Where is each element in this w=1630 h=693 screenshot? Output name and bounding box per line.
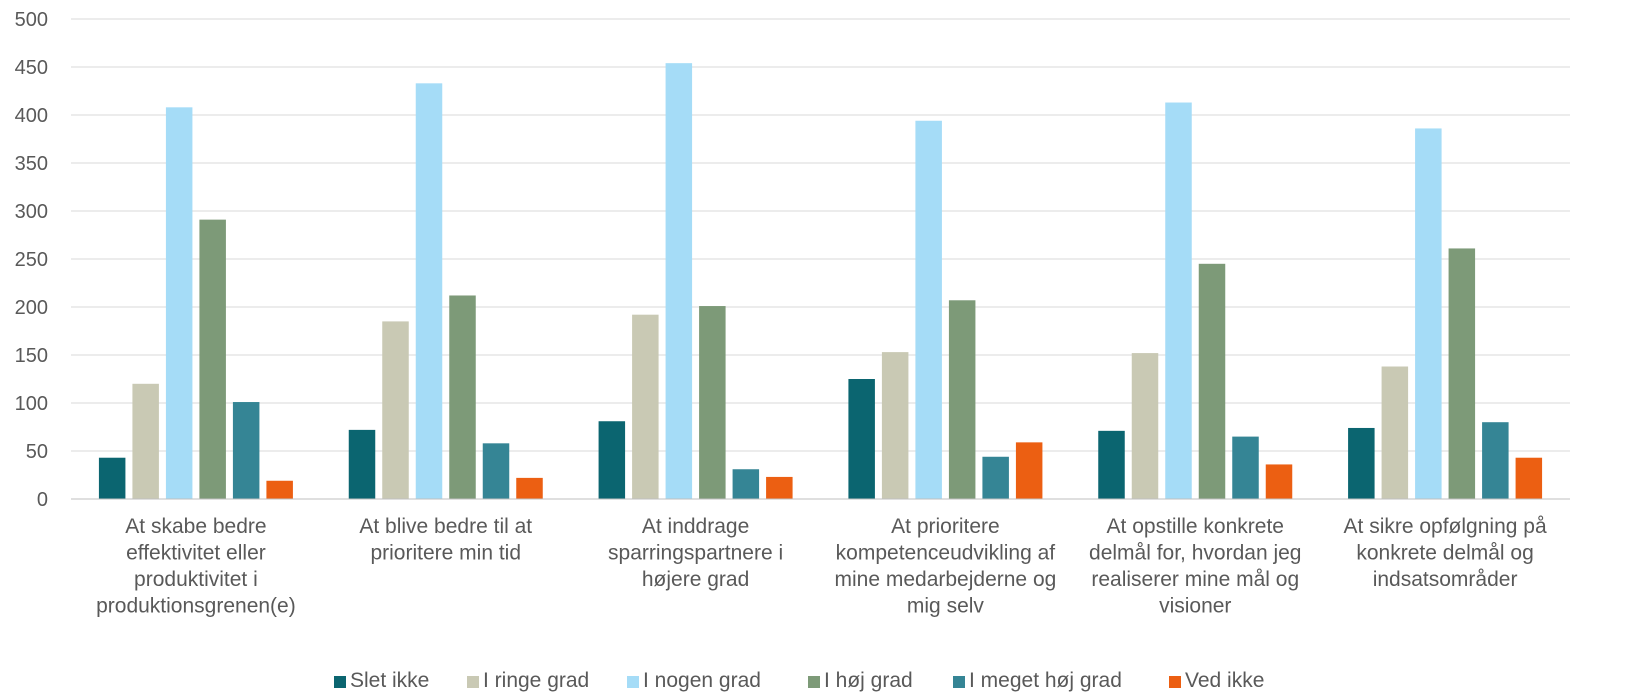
y-axis: 0 50 100 150 200 250 300 350 400 450 500 <box>15 9 48 511</box>
y-tick-label: 50 <box>26 441 48 463</box>
bar <box>1482 422 1509 499</box>
legend-swatch <box>1169 676 1181 688</box>
y-tick-label: 500 <box>15 9 48 31</box>
x-tick-label: At prioritere <box>891 515 1000 538</box>
y-tick-label: 250 <box>15 249 48 271</box>
bar <box>1131 353 1159 499</box>
x-tick-label: At inddrage <box>642 515 749 538</box>
bar <box>1165 102 1192 500</box>
bar <box>1198 263 1226 499</box>
legend-swatch <box>953 676 965 688</box>
bar <box>449 295 476 499</box>
y-tick-label: 350 <box>15 153 48 175</box>
x-axis: At skabe bedre effektivitet eller produkti… <box>71 498 1570 618</box>
bar <box>165 107 193 499</box>
bar <box>482 443 510 499</box>
legend-swatch <box>334 676 346 688</box>
bar <box>848 379 875 499</box>
x-tick-label: produktionsgrenen(e) <box>96 595 296 618</box>
y-tick-label: 450 <box>15 57 48 79</box>
bar <box>382 321 409 499</box>
bar <box>881 352 909 499</box>
legend: Slet ikke I ringe grad I nogen grad I høj g… <box>334 669 1264 692</box>
y-tick-label: 150 <box>15 345 48 367</box>
bars <box>98 63 1543 500</box>
y-tick-label: 400 <box>15 105 48 127</box>
bar <box>1415 128 1442 499</box>
bar <box>1265 464 1293 499</box>
x-tick-label: realiserer mine mål og <box>1091 568 1299 591</box>
bar <box>1232 436 1259 499</box>
bar <box>1381 366 1409 499</box>
y-tick-label: 0 <box>37 489 48 511</box>
x-tick-label: visioner <box>1159 595 1231 618</box>
gridlines <box>71 18 1570 500</box>
x-tick-label: prioritere min tid <box>370 542 521 565</box>
x-tick-label: At sikre opfølgning på <box>1344 515 1547 538</box>
x-tick-label: højere grad <box>642 568 749 591</box>
x-tick-label: effektivitet eller <box>126 542 266 565</box>
bar <box>348 429 376 499</box>
x-tick-label: At opstille konkrete <box>1107 515 1284 538</box>
bar <box>516 477 543 499</box>
x-tick-label: produktivitet i <box>134 568 258 591</box>
bar <box>665 63 693 499</box>
legend-label: Ved ikke <box>1185 669 1264 692</box>
bar <box>132 383 159 499</box>
x-tick-label: At blive bedre til at <box>359 515 532 538</box>
legend-label: I nogen grad <box>643 669 761 692</box>
legend-swatch <box>808 676 820 688</box>
x-tick-label: sparringspartnere i <box>608 542 783 565</box>
bar <box>982 456 1009 499</box>
bar <box>266 480 293 499</box>
bar <box>98 457 126 499</box>
y-tick-label: 300 <box>15 201 48 223</box>
bar <box>948 300 976 499</box>
bar <box>1015 442 1043 499</box>
bar <box>766 476 793 499</box>
legend-label: I ringe grad <box>483 669 589 692</box>
legend-label: Slet ikke <box>350 669 429 692</box>
legend-swatch <box>467 676 479 688</box>
x-tick-label: At skabe bedre <box>125 515 266 538</box>
bar <box>199 219 226 499</box>
legend-swatch <box>627 676 639 688</box>
bar <box>232 402 260 499</box>
bar <box>1448 248 1476 499</box>
bar <box>415 83 443 499</box>
bar <box>1515 457 1543 499</box>
bar <box>732 469 760 499</box>
x-tick-label: mig selv <box>907 595 985 618</box>
bar <box>1098 430 1125 499</box>
y-tick-label: 200 <box>15 297 48 319</box>
bar <box>915 120 942 499</box>
x-tick-label: mine medarbejderne og <box>835 568 1057 591</box>
x-tick-label: konkrete delmål og <box>1356 542 1533 565</box>
legend-label: I meget høj grad <box>969 669 1122 692</box>
legend-label: I høj grad <box>824 669 913 692</box>
x-tick-label: delmål for, hvordan jeg <box>1089 542 1301 565</box>
x-tick-label: indsatsområder <box>1373 568 1518 591</box>
bar <box>1348 427 1375 499</box>
bar <box>699 306 726 499</box>
bar <box>632 314 659 499</box>
x-tick-label: kompetenceudvikling af <box>836 542 1056 565</box>
y-tick-label: 100 <box>15 393 48 415</box>
bar <box>598 421 626 499</box>
